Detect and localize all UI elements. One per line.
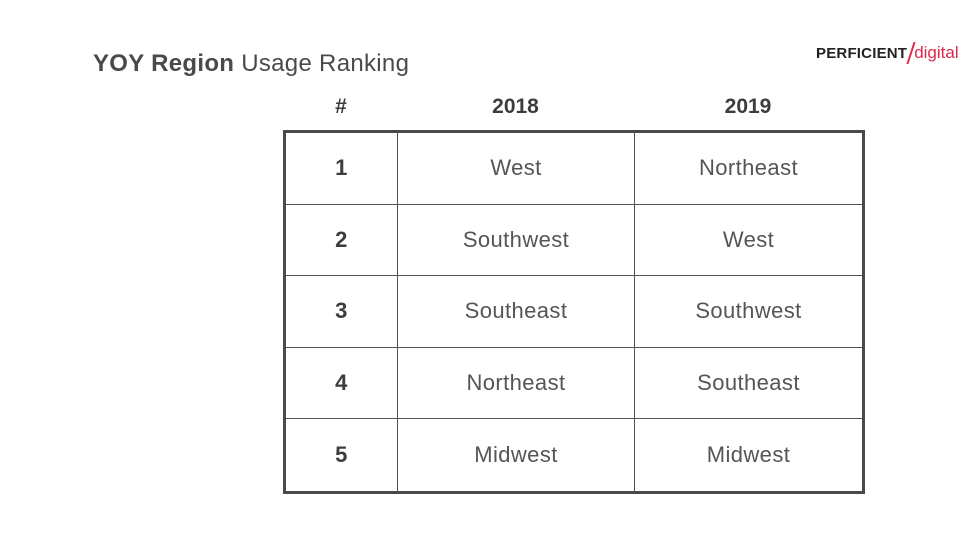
title-bold-part: YOY Region — [93, 50, 235, 77]
region-2018-cell: Southeast — [398, 276, 635, 348]
region-2018-cell: West — [398, 133, 635, 205]
rank-cell: 4 — [286, 347, 398, 420]
perficient-digital-logo: PERFICIENT digital — [816, 38, 959, 68]
region-2018-cell: Northeast — [398, 347, 635, 420]
logo-wordmark: PERFICIENT — [816, 44, 908, 62]
column-header-2018: 2018 — [492, 95, 539, 118]
rank-cell: 5 — [286, 419, 398, 491]
title-regular-part: Usage Ranking — [234, 50, 410, 77]
column-header-rank: # — [335, 95, 347, 118]
column-header-2019: 2019 — [724, 95, 772, 118]
region-ranking-table: 1 West Northeast 2 Southwest West 3 Sout… — [283, 130, 865, 494]
region-2019-cell: Northeast — [635, 133, 862, 205]
region-2018-cell: Midwest — [398, 419, 635, 491]
region-2019-cell: Southwest — [635, 276, 862, 348]
region-2019-cell: West — [635, 205, 862, 277]
region-2019-cell: Southeast — [635, 348, 862, 420]
rank-cell: 2 — [286, 204, 398, 277]
region-2019-cell: Midwest — [706, 442, 791, 468]
slide-title: YOY Region Usage Ranking — [93, 50, 409, 78]
logo-digital-text: digital — [914, 43, 959, 62]
region-2018-cell: Southwest — [398, 204, 635, 277]
rank-cell: 3 — [286, 276, 398, 348]
rank-cell: 1 — [286, 133, 398, 205]
